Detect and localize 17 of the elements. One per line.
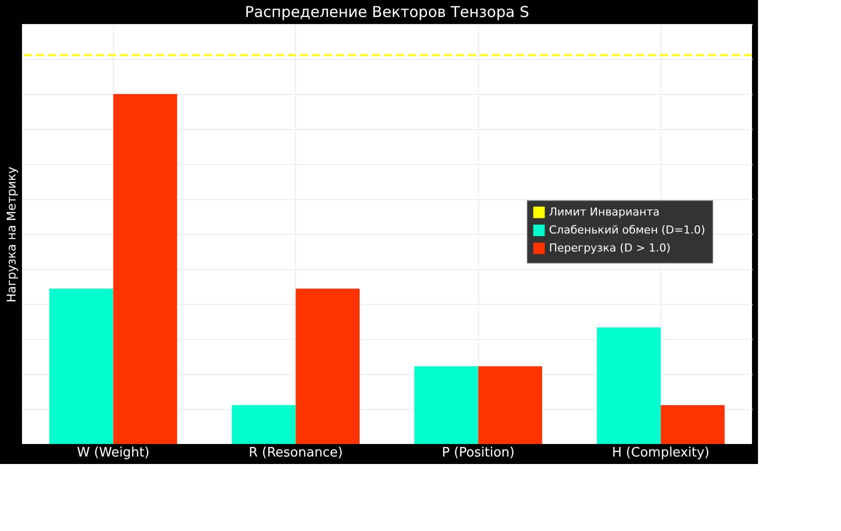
x-tick-label: P (Position)	[442, 446, 515, 460]
bar	[414, 366, 478, 444]
x-tick-label: R (Resonance)	[248, 446, 343, 460]
bar	[478, 366, 542, 444]
y-axis-title: Нагрузка на Метрику	[4, 166, 18, 302]
bar	[660, 405, 725, 444]
x-tick-label: W (Weight)	[77, 446, 150, 460]
legend-label: Перегрузка (D > 1.0)	[549, 241, 671, 254]
bar	[49, 288, 114, 444]
bar	[596, 327, 661, 444]
bar	[232, 405, 296, 444]
bar	[296, 288, 360, 444]
legend-label: Слабенький обмен (D=1.0)	[549, 223, 706, 236]
bar	[113, 94, 178, 444]
x-tick-label: H (Complexity)	[612, 446, 710, 460]
legend-label: Лимит Инварианта	[549, 205, 660, 218]
chart-title: Распределение Векторов Тензора S	[244, 3, 530, 21]
